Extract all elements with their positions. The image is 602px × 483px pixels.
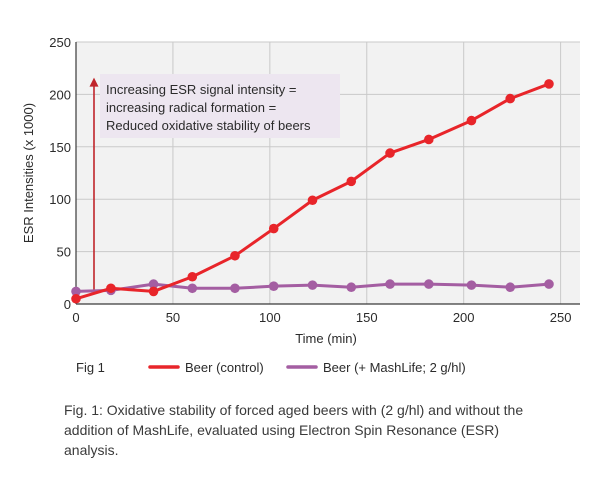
y-axis-label: ESR Intensities (x 1000)	[21, 103, 36, 243]
x-tick-label: 150	[356, 310, 378, 325]
data-point	[424, 134, 434, 145]
data-point	[346, 282, 357, 293]
data-point	[71, 293, 81, 304]
annotation-line-2: increasing radical formation =	[106, 100, 276, 115]
x-tick-label: 100	[259, 310, 281, 325]
x-axis-label: Time (min)	[295, 331, 357, 346]
data-point	[544, 279, 554, 289]
data-point	[424, 279, 434, 289]
arrow-head	[89, 77, 99, 87]
x-tick-label: 0	[72, 310, 79, 325]
data-point	[346, 176, 357, 187]
x-tick-label: 250	[550, 310, 572, 325]
data-point	[268, 281, 279, 291]
data-point	[148, 279, 159, 289]
data-point	[385, 148, 395, 158]
data-point	[187, 271, 198, 282]
data-point	[106, 283, 116, 294]
annotation-box	[100, 74, 340, 138]
data-point	[307, 195, 318, 206]
series-control	[71, 79, 554, 304]
data-point	[230, 250, 240, 261]
esr-chart: 0 50 100 150 200 250 0 50 100 150 200 250 Increasin…	[21, 35, 580, 375]
annotation-line-3: Reduced oxidative stability of beers	[106, 118, 311, 133]
series-layer	[71, 79, 554, 304]
data-point	[187, 283, 198, 294]
data-point	[466, 280, 477, 290]
y-tick-label: 100	[49, 192, 71, 207]
data-point	[385, 279, 395, 289]
data-point	[307, 280, 318, 290]
y-tick-label: 150	[49, 140, 71, 155]
data-point	[505, 93, 516, 104]
data-point	[505, 282, 516, 293]
y-tick-label: 250	[49, 35, 71, 50]
y-tick-label: 0	[64, 297, 71, 312]
fig-label: Fig 1	[76, 360, 105, 375]
figure-caption: Fig. 1: Oxidative stability of forced ag…	[64, 402, 524, 458]
data-point	[148, 286, 159, 297]
y-tick-label: 50	[57, 245, 71, 260]
data-point	[71, 286, 81, 297]
tick-labels: 0 50 100 150 200 250 0 50 100 150 200 250	[49, 35, 571, 325]
axes	[75, 42, 580, 305]
data-point	[230, 283, 240, 294]
x-tick-label: 50	[166, 310, 180, 325]
y-tick-label: 200	[49, 87, 71, 102]
data-point	[466, 115, 477, 126]
legend-label-mashlife: Beer (+ MashLife; 2 g/hl)	[323, 360, 466, 375]
annotation-line-1: Increasing ESR signal intensity =	[106, 82, 296, 97]
annotation-arrow	[89, 77, 99, 294]
data-point	[544, 79, 554, 89]
x-tick-label: 200	[453, 310, 475, 325]
legend-label-control: Beer (control)	[185, 360, 264, 375]
data-point	[268, 223, 279, 234]
